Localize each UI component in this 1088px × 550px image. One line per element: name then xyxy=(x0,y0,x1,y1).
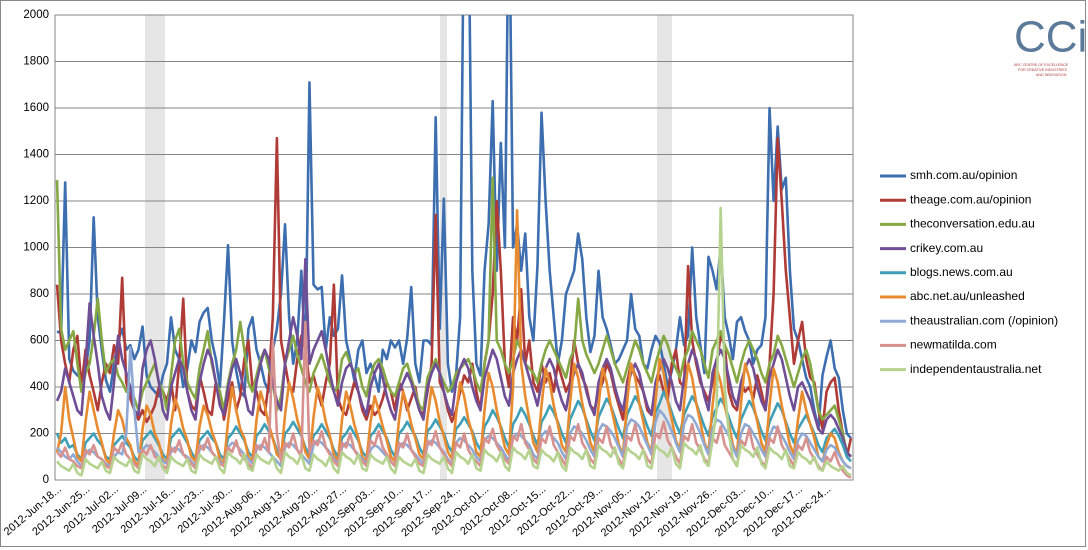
legend-label: independentaustralia.net xyxy=(910,362,1042,376)
legend-label: theaustralian.com (/opinion) xyxy=(910,313,1058,327)
y-tick-label: 1800 xyxy=(23,56,49,68)
y-tick-label: 1400 xyxy=(23,149,49,161)
y-tick-label: 2000 xyxy=(23,9,49,21)
y-tick-label: 1000 xyxy=(23,242,49,254)
y-tick-label: 200 xyxy=(30,428,49,440)
legend-label: theage.com.au/opinion xyxy=(910,192,1031,206)
logo-text: FOR CREATIVE INDUSTRIES xyxy=(1018,68,1068,72)
legend-label: crikey.com.au xyxy=(910,241,983,255)
legend-label: newmatilda.com xyxy=(910,338,997,352)
y-tick-label: 800 xyxy=(30,288,49,300)
legend-label: abc.net.au/unleashed xyxy=(910,289,1025,303)
y-tick-label: 1600 xyxy=(23,102,49,114)
y-tick-label: 0 xyxy=(43,474,49,486)
y-tick-label: 600 xyxy=(30,335,49,347)
logo-mark: CCi xyxy=(1014,13,1087,62)
logo: CCi ARC CENTRE OF EXCELLENCE FOR CREATIV… xyxy=(1014,13,1087,77)
y-tick-label: 400 xyxy=(30,381,49,393)
legend-label: blogs.news.com.au xyxy=(910,265,1013,279)
series-line xyxy=(56,206,852,477)
legend-label: smh.com.au/opinion xyxy=(910,168,1017,182)
lines xyxy=(55,15,853,479)
legend-label: theconversation.edu.au xyxy=(910,217,1035,231)
logo-text: ARC CENTRE OF EXCELLENCE xyxy=(1014,63,1069,67)
series-line xyxy=(55,209,852,470)
y-tick-label: 1200 xyxy=(23,195,49,207)
logo-text: AND INNOVATION xyxy=(1036,73,1067,77)
